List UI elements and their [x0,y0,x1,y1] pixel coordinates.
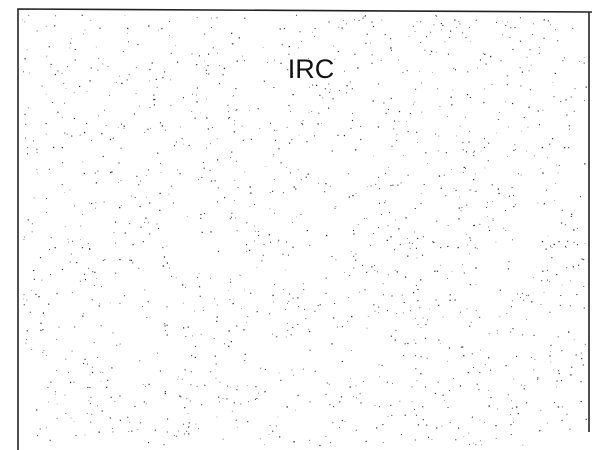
page: IRC (() => { const data = JSON.parse(doc… [0,0,604,450]
title: IRC [288,54,335,84]
scan: IRC [0,0,604,450]
